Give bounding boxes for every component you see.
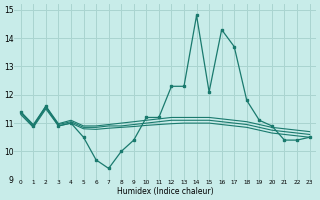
X-axis label: Humidex (Indice chaleur): Humidex (Indice chaleur) bbox=[117, 187, 213, 196]
